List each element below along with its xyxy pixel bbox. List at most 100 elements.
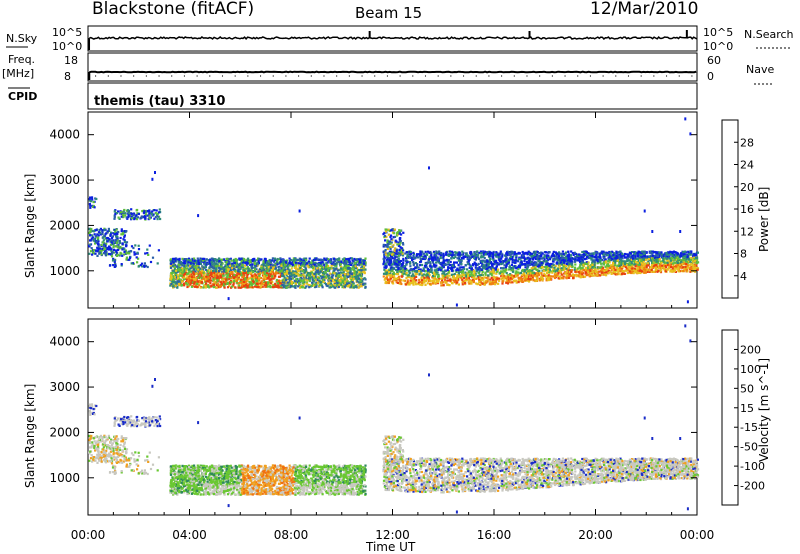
range-cell <box>114 238 118 242</box>
range-cell <box>348 282 351 285</box>
range-cell <box>323 263 326 266</box>
range-cell <box>291 274 294 277</box>
range-cell <box>503 264 506 267</box>
range-cell <box>275 285 278 288</box>
range-cell <box>338 259 341 262</box>
range-cell <box>228 258 231 261</box>
range-cell <box>410 252 413 255</box>
range-cell <box>201 259 204 262</box>
range-cell <box>317 276 320 280</box>
range-cell <box>278 275 281 278</box>
range-cell <box>302 280 305 283</box>
range-cell <box>235 263 238 266</box>
range-cell <box>257 262 260 265</box>
nave-dot <box>450 75 452 77</box>
range-cell <box>564 264 567 267</box>
range-cell <box>282 269 285 272</box>
range-cell <box>240 284 244 287</box>
range-cell <box>299 274 302 277</box>
range-cell <box>137 244 140 247</box>
range-cell <box>223 285 226 288</box>
range-cell <box>427 250 430 253</box>
range-cell <box>291 265 294 268</box>
range-cell <box>538 269 541 272</box>
range-cell <box>597 270 600 273</box>
range-cell <box>229 276 233 279</box>
range-cell <box>352 282 355 285</box>
date-title: 12/Mar/2010 <box>590 0 698 19</box>
range-cell <box>110 248 113 251</box>
range-cell <box>171 280 174 283</box>
nsearch-label: N.Search <box>744 28 794 41</box>
range-cell <box>693 270 697 273</box>
range-cell <box>262 267 265 270</box>
range-cell <box>238 270 241 273</box>
range-cell <box>321 275 324 278</box>
range-cell <box>273 257 276 260</box>
range-cell <box>461 283 464 286</box>
range-cell <box>225 267 228 270</box>
range-cell <box>352 268 355 272</box>
range-cell <box>226 268 229 271</box>
range-cell <box>170 283 173 286</box>
range-cell <box>351 281 354 284</box>
range-cell <box>216 263 219 266</box>
range-cell <box>363 262 366 265</box>
range-cell <box>133 251 136 254</box>
range-cell <box>327 258 330 261</box>
range-cell <box>247 269 250 273</box>
range-cell <box>325 257 328 260</box>
range-cell <box>647 262 650 265</box>
range-cell <box>295 265 298 268</box>
range-cell <box>170 266 173 269</box>
range-cell <box>277 266 280 269</box>
range-cell <box>357 258 360 261</box>
range-cell <box>95 235 98 238</box>
range-cell <box>218 261 221 264</box>
range-cell <box>110 255 114 258</box>
range-cell <box>156 212 159 215</box>
range-cell <box>261 285 264 288</box>
range-cell <box>186 276 189 279</box>
range-cell <box>263 272 266 275</box>
range-cell <box>345 264 348 268</box>
range-cell <box>288 270 291 273</box>
range-cell <box>356 286 359 289</box>
range-cell <box>285 272 288 275</box>
range-cell <box>144 252 147 255</box>
range-cell <box>217 270 221 273</box>
freq-trace <box>88 70 697 80</box>
range-cell <box>172 285 175 288</box>
range-cell <box>342 259 345 263</box>
range-cell <box>219 285 222 288</box>
range-cell <box>154 216 157 219</box>
range-cell <box>204 263 207 266</box>
range-cell <box>210 273 213 276</box>
range-cell <box>263 284 266 287</box>
range-cell <box>192 275 195 278</box>
range-cell <box>269 285 272 288</box>
range-cell <box>351 266 354 269</box>
range-cell <box>171 278 175 281</box>
range-cell <box>310 271 314 274</box>
range-cell <box>148 217 151 220</box>
range-cell <box>196 280 199 283</box>
range-cell <box>594 250 597 253</box>
range-cell <box>256 262 259 265</box>
range-cell <box>467 281 470 284</box>
range-cell <box>296 273 299 276</box>
range-cell <box>305 269 308 272</box>
range-cell <box>501 280 504 283</box>
range-cell <box>188 259 191 262</box>
range-cell <box>336 258 339 261</box>
range-cell <box>360 275 363 278</box>
range-cell <box>345 268 348 271</box>
range-cell <box>205 263 208 266</box>
range-cell <box>234 268 237 271</box>
range-cell <box>197 268 200 271</box>
range-cell <box>241 279 244 282</box>
range-cell <box>339 261 343 264</box>
range-cell <box>238 273 241 276</box>
cpid-label: CPID <box>8 90 37 103</box>
range-cell <box>295 268 298 271</box>
